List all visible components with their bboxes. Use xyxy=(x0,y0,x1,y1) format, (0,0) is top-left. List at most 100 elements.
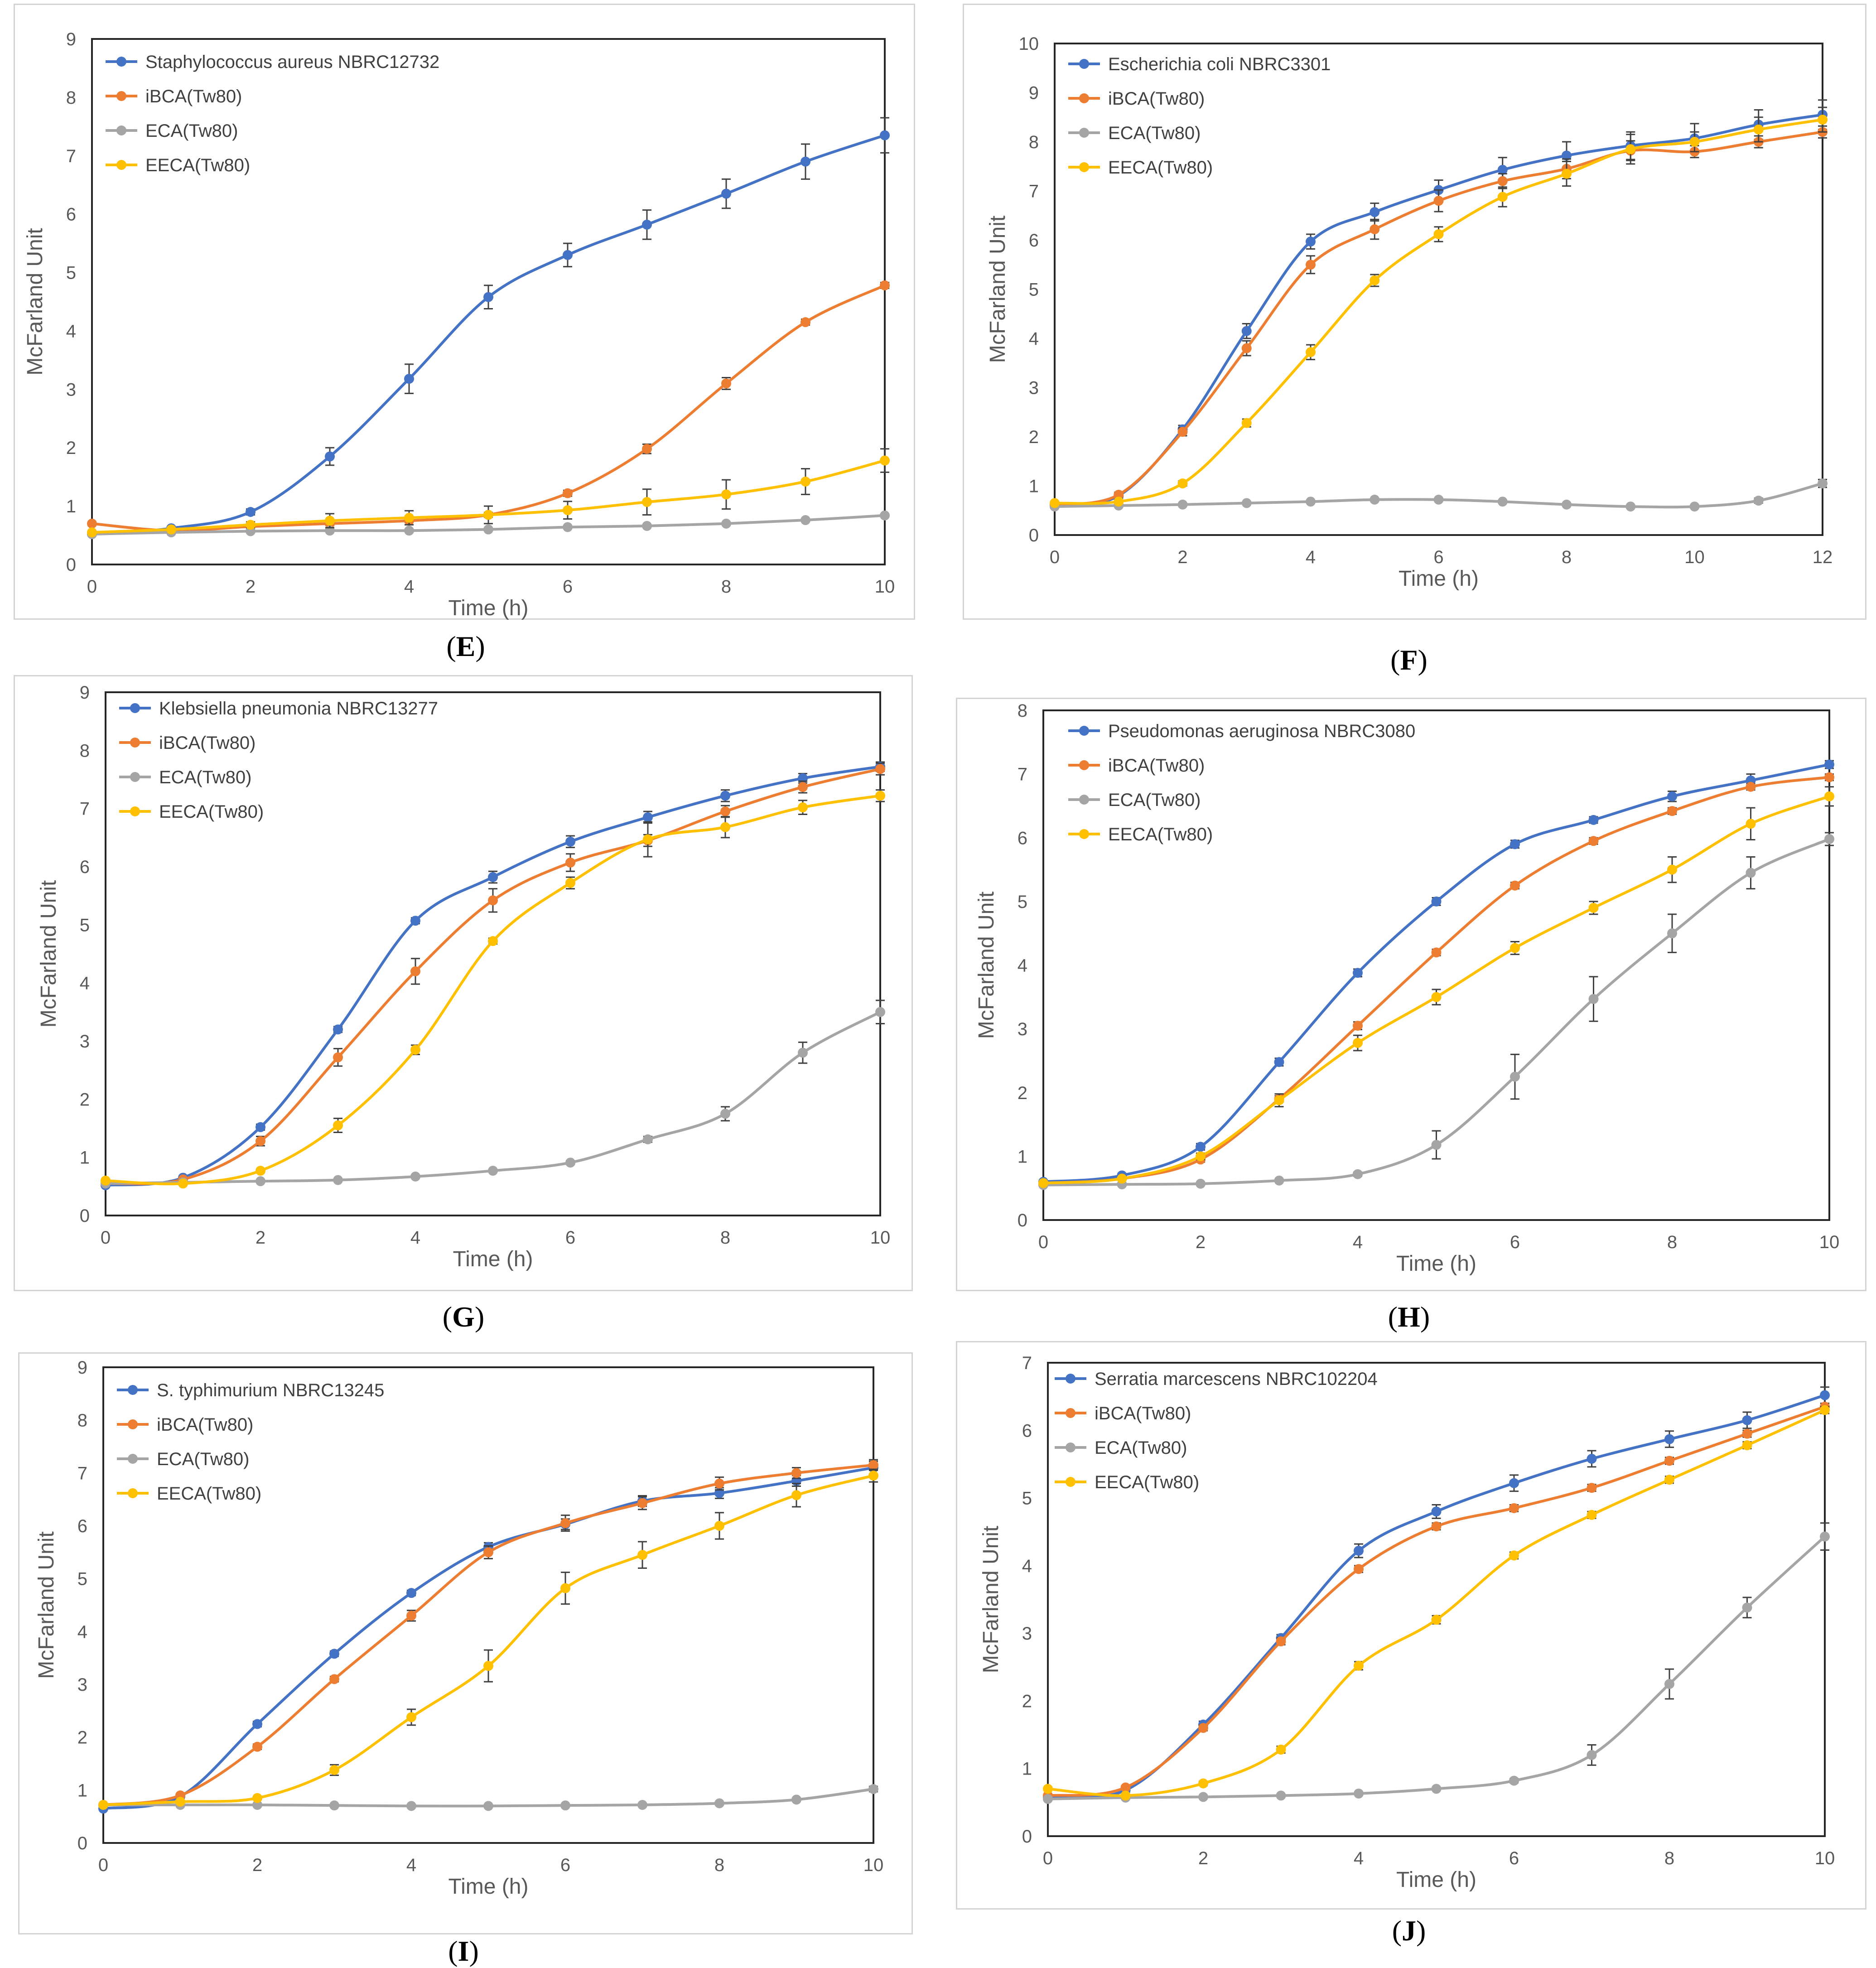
chart-g-y-tick-label: 1 xyxy=(80,1148,90,1168)
chart-i-data-point xyxy=(714,1478,724,1489)
chart-g-data-point xyxy=(720,791,730,801)
chart-i-data-point xyxy=(252,1719,262,1729)
chart-j-data-point xyxy=(1664,1456,1674,1466)
chart-f-data-point xyxy=(1177,427,1188,437)
chart-h-y-axis-title: McFarland Unit xyxy=(974,892,998,1039)
chart-h-legend-marker xyxy=(1079,726,1089,736)
chart-h-x-tick-label: 2 xyxy=(1196,1232,1206,1252)
chart-panel-j: 0 1 2 3 4 5 6 7 0 2 4 6 8 10 Time (h) McFarland Unit Ser… xyxy=(956,1341,1866,1910)
chart-h-data-point xyxy=(1431,947,1442,958)
chart-f-data-point xyxy=(1753,496,1764,506)
chart-j-y-tick-label: 0 xyxy=(1022,1827,1032,1847)
chart-h-data-point xyxy=(1667,791,1677,801)
chart-i-legend-label: ECA(Tw80) xyxy=(157,1449,250,1469)
chart-h-data-point xyxy=(1667,806,1677,816)
chart-e-data-point xyxy=(880,510,890,521)
chart-h-data-point xyxy=(1510,943,1520,953)
chart-e-legend-marker xyxy=(116,57,126,67)
chart-f-data-point xyxy=(1433,196,1444,206)
chart-g-series-line-3 xyxy=(105,794,881,1186)
chart-g-svg: 0 1 2 3 4 5 6 7 8 9 0 2 4 6 8 10 Time (h) McFarland Unit K… xyxy=(37,683,890,1271)
chart-f-data-point xyxy=(1433,494,1444,505)
chart-f-x-tick-label: 10 xyxy=(1684,547,1705,567)
chart-e-legend: Staphylococcus aureus NBRC12732 iBCA(Tw80… xyxy=(106,52,439,175)
chart-e-data-point xyxy=(880,455,890,466)
chart-h-series-0-error-bars xyxy=(1039,760,1834,1184)
chart-g-data-point xyxy=(410,916,420,926)
chart-j-data-point xyxy=(1043,1784,1053,1794)
chart-h-plot-frame xyxy=(1042,709,1830,1221)
chart-f-data-point xyxy=(1497,192,1508,202)
chart-i-series-3-error-bars xyxy=(99,1468,878,1807)
chart-j-y-tick-label: 6 xyxy=(1022,1421,1032,1441)
chart-g-x-tick-label: 2 xyxy=(256,1228,265,1248)
chart-i-series-line-0 xyxy=(103,1466,874,1810)
chart-g-data-point xyxy=(488,1166,498,1176)
chart-e-data-point xyxy=(642,497,652,507)
chart-g-data-point xyxy=(410,966,420,976)
chart-i-data-point xyxy=(714,1798,724,1809)
chart-e-y-tick-label: 8 xyxy=(66,88,76,108)
chart-h-y-tick-label: 5 xyxy=(1018,892,1027,912)
caption-f: (F) xyxy=(1390,644,1427,676)
chart-f-y-tick-label: 0 xyxy=(1029,526,1039,545)
chart-i-data-point xyxy=(406,1611,416,1621)
chart-i-legend-marker xyxy=(128,1385,138,1395)
chart-g-data-point xyxy=(643,812,653,822)
chart-e-x-tick-label: 2 xyxy=(246,577,256,597)
chart-h-data-point xyxy=(1588,815,1599,825)
chart-e-series-1-error-bars xyxy=(87,281,889,533)
chart-j-y-axis-title: McFarland Unit xyxy=(979,1526,1003,1673)
chart-j-data-point xyxy=(1664,1475,1674,1485)
chart-g-y-tick-label: 7 xyxy=(80,799,90,819)
chart-h-x-tick-label: 0 xyxy=(1038,1232,1048,1252)
chart-i-legend-label: EECA(Tw80) xyxy=(157,1484,261,1504)
chart-j-data-point xyxy=(1587,1483,1597,1493)
chart-f-data-point xyxy=(1562,499,1572,510)
chart-i-data-point xyxy=(868,1784,878,1794)
chart-i-legend-marker xyxy=(128,1454,138,1464)
chart-h-data-point xyxy=(1746,781,1756,792)
chart-f-legend-marker xyxy=(1079,93,1089,103)
chart-f-legend: Escherichia coli NBRC3301 iBCA(Tw80) ECA(T… xyxy=(1068,54,1331,178)
chart-h-series-line-0 xyxy=(1043,763,1830,1183)
chart-i-x-tick-label: 8 xyxy=(714,1855,724,1875)
chart-h-data-point xyxy=(1746,868,1756,878)
chart-f-legend-label: ECA(Tw80) xyxy=(1108,123,1201,143)
chart-f-x-tick-label: 0 xyxy=(1050,547,1060,567)
chart-i-x-tick-label: 10 xyxy=(863,1855,884,1875)
chart-i-data-point xyxy=(483,1801,493,1811)
chart-h-data-point xyxy=(1667,864,1677,875)
chart-e-data-point xyxy=(404,374,414,384)
chart-j-legend-marker xyxy=(1066,1442,1075,1452)
chart-j-plot-frame xyxy=(1047,1362,1826,1837)
chart-j-x-tick-label: 2 xyxy=(1198,1848,1208,1868)
chart-f-legend-label: Escherichia coli NBRC3301 xyxy=(1108,54,1331,74)
chart-g-data-point xyxy=(256,1122,265,1132)
chart-j-legend-marker xyxy=(1066,1408,1075,1418)
chart-i-data-point xyxy=(637,1498,647,1508)
chart-j-data-point xyxy=(1120,1782,1131,1793)
chart-f-y-tick-label: 8 xyxy=(1029,132,1039,152)
chart-h-data-point xyxy=(1588,902,1599,913)
chart-h-data-point xyxy=(1824,791,1834,801)
chart-f-data-point xyxy=(1241,326,1252,336)
chart-h-legend-marker xyxy=(1079,795,1089,805)
chart-f-data-point xyxy=(1177,499,1188,510)
chart-e-data-point xyxy=(404,526,414,536)
chart-f-data-point xyxy=(1050,498,1060,508)
chart-e-data-point xyxy=(801,476,810,487)
chart-i-series-line-3 xyxy=(103,1474,874,1806)
chart-j-data-point xyxy=(1509,1478,1519,1488)
chart-e-data-point xyxy=(563,522,573,532)
chart-g-y-tick-label: 2 xyxy=(80,1090,90,1109)
chart-g-data-point xyxy=(333,1120,343,1131)
chart-e-data-point xyxy=(721,489,731,500)
chart-j-data-point xyxy=(1820,1390,1830,1400)
chart-g-legend-marker xyxy=(130,806,140,816)
chart-f-legend-marker xyxy=(1079,162,1089,172)
chart-i-data-point xyxy=(252,1793,262,1803)
chart-panel-i: 0 1 2 3 4 5 6 7 8 9 0 2 4 6 8 10 Time (h) McFarland Unit S… xyxy=(18,1352,913,1934)
chart-g-data-point xyxy=(875,791,885,801)
chart-e-x-axis-title: Time (h) xyxy=(449,596,529,620)
